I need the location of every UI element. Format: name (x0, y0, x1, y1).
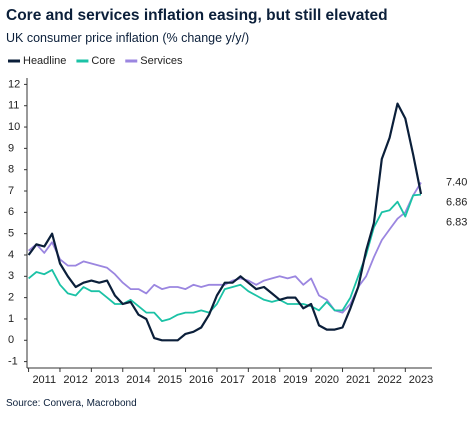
y-tick-label: 7 (8, 185, 14, 197)
x-tick-label: 2022 (377, 374, 401, 386)
y-tick-label: 6 (8, 206, 14, 218)
series-line (28, 182, 422, 314)
chart-subtitle: UK consumer price inflation (% change y/… (6, 31, 249, 45)
y-tick-label: 1 (8, 313, 14, 325)
y-tick-label: 11 (8, 100, 19, 112)
legend-label: Headline (23, 55, 66, 67)
source: Source: Convera, Macrobond (6, 398, 137, 409)
x-tick-label: 2017 (220, 374, 244, 386)
x-tick-label: 2019 (283, 374, 307, 386)
value-label: 6.83 (446, 216, 467, 228)
y-tick-label: 8 (8, 164, 14, 176)
y-tick-label: 10 (8, 121, 20, 133)
x-tick-label: 2013 (95, 374, 119, 386)
y-tick-label: 5 (8, 228, 14, 240)
y-tick-label: 0 (8, 334, 14, 346)
y-tick-label: 12 (8, 78, 20, 90)
x-tick-label: 2015 (158, 374, 182, 386)
y-tick-label: 4 (8, 249, 14, 261)
series-line (27, 102, 423, 342)
y-tick-label: 3 (8, 270, 14, 282)
x-tick-label: 2023 (409, 374, 433, 386)
x-tick-label: 2014 (126, 374, 150, 386)
legend-label: Services (140, 55, 183, 67)
legend-label: Core (91, 55, 115, 67)
x-tick-label: 2020 (315, 374, 339, 386)
y-tick-label: 9 (8, 142, 14, 154)
series-line (28, 193, 422, 322)
x-tick-label: 2016 (189, 374, 213, 386)
x-tick-label: 2012 (63, 374, 87, 386)
value-label: 7.40 (446, 176, 467, 188)
chart-title: Core and services inflation easing, but … (6, 7, 388, 24)
value-label: 6.86 (446, 196, 467, 208)
x-tick-label: 2021 (346, 374, 370, 386)
x-tick-label: 2011 (32, 374, 56, 386)
y-tick-label: 2 (8, 292, 14, 304)
y-tick-label: -1 (8, 356, 18, 368)
x-tick-label: 2018 (252, 374, 276, 386)
